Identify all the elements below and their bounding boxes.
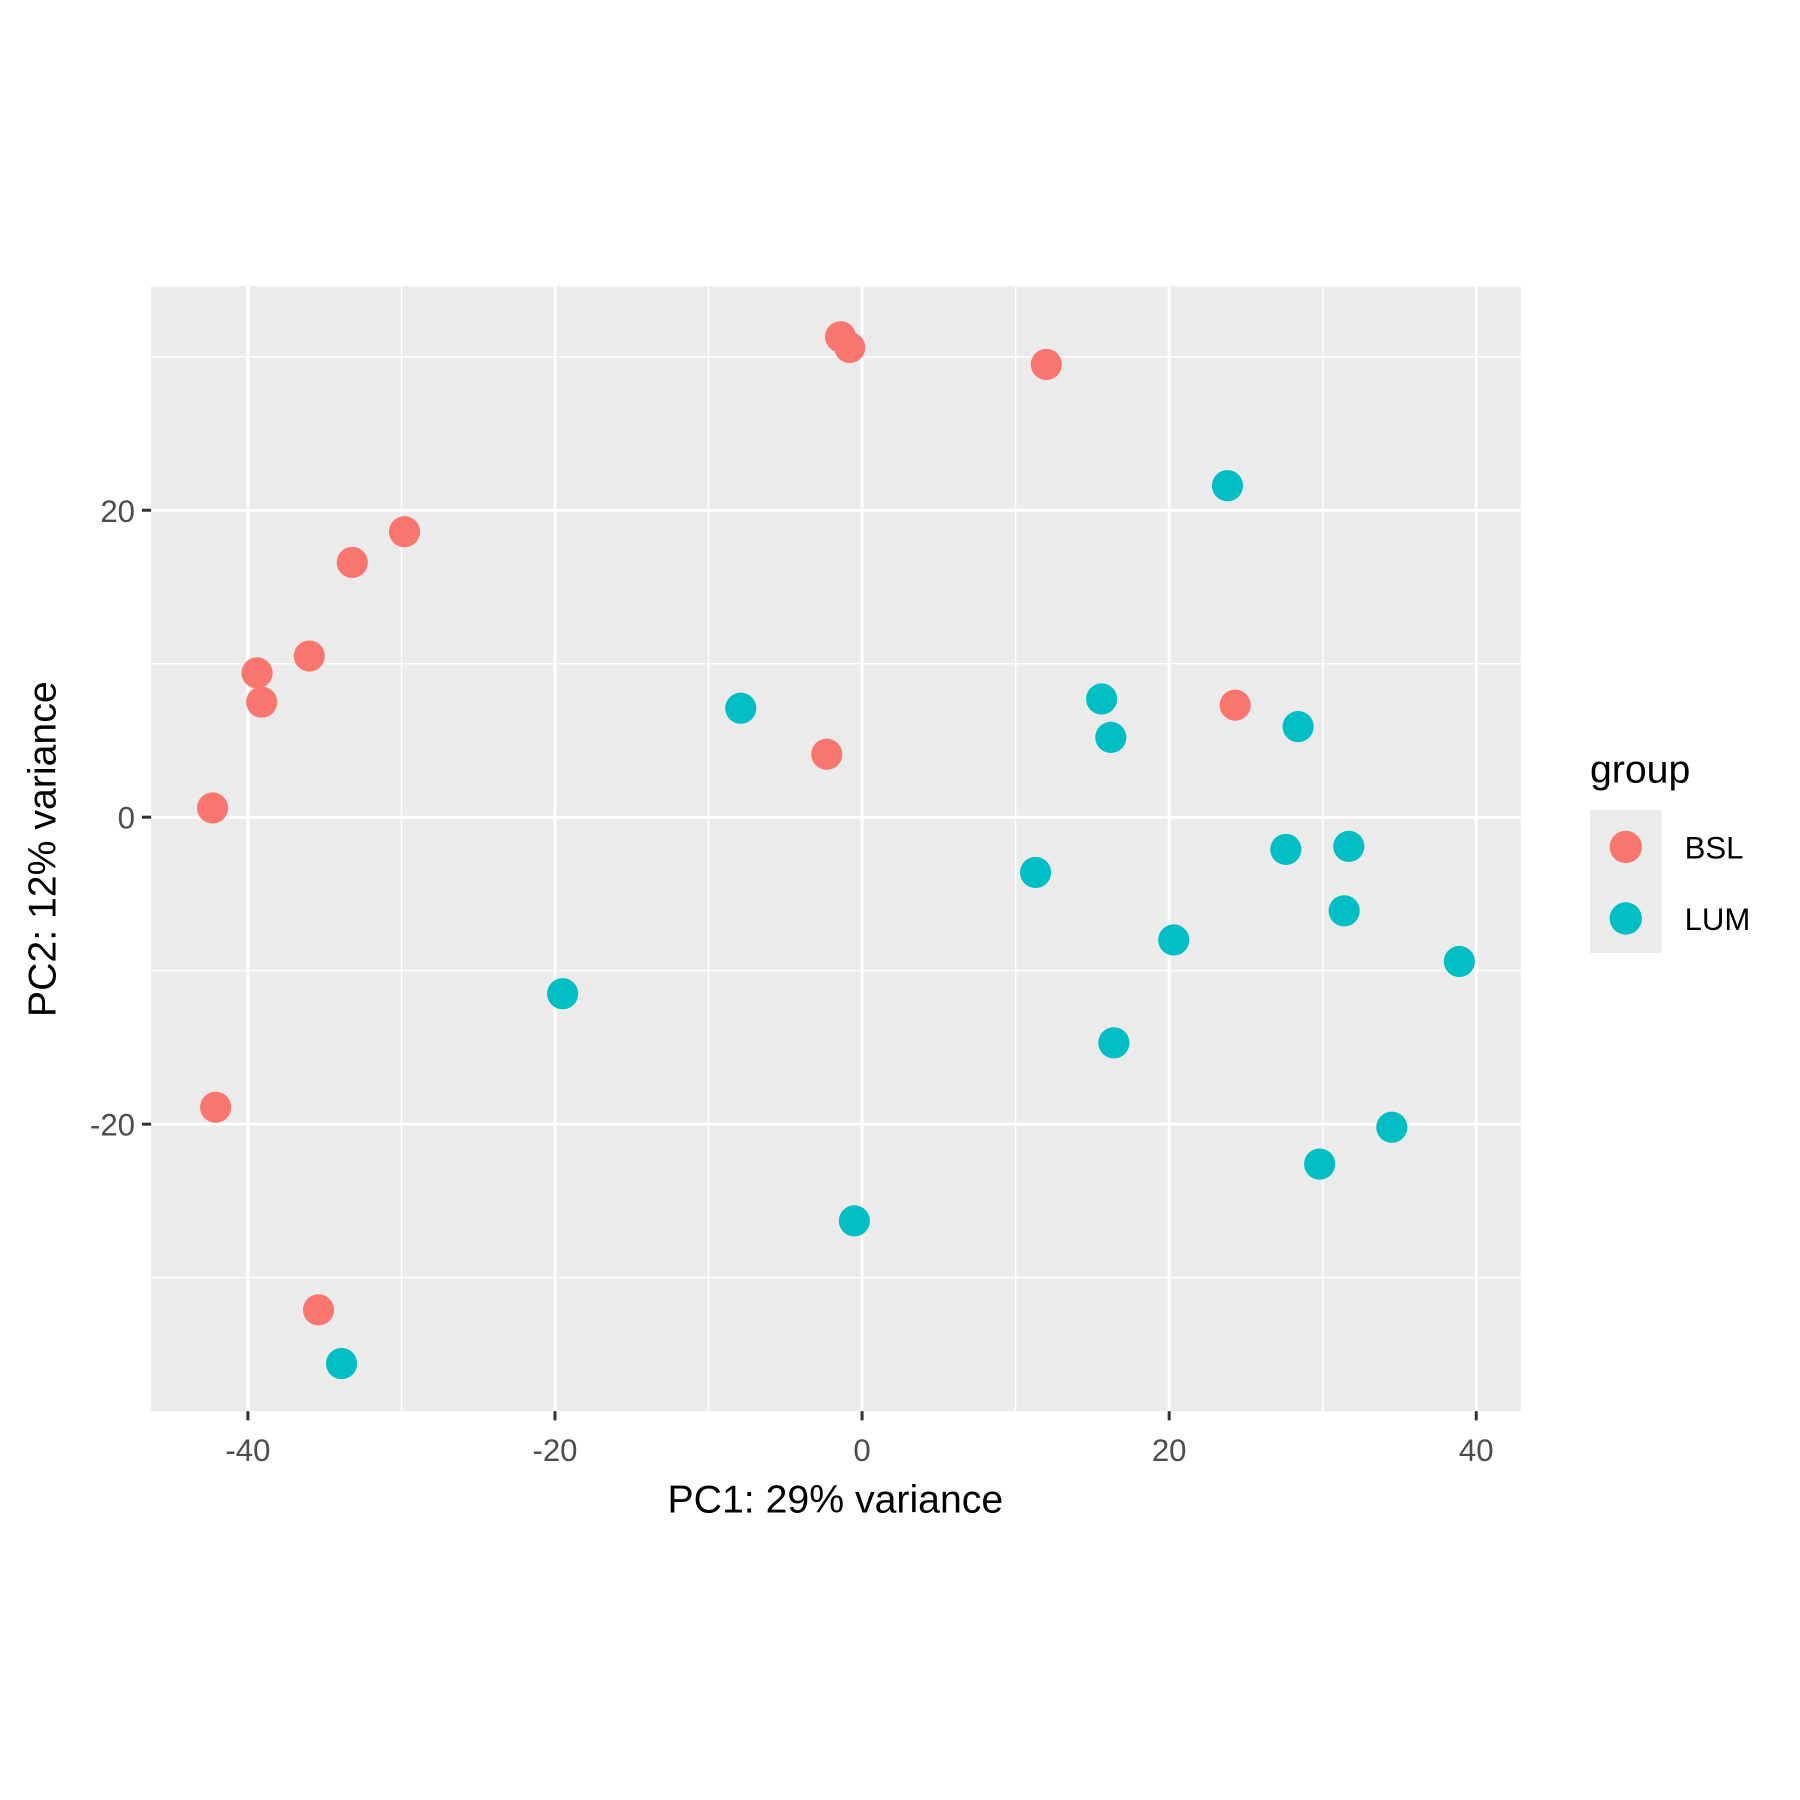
point-bsl <box>200 1091 232 1123</box>
grid-lines <box>151 286 1521 1412</box>
legend-label-bsl: BSL <box>1685 830 1744 865</box>
x-tick-label: 20 <box>1152 1433 1187 1468</box>
point-bsl <box>388 516 421 548</box>
point-bsl <box>1219 689 1251 721</box>
y-axis-label: PC2: 12% variance <box>20 681 64 1017</box>
point-bsl <box>811 738 843 770</box>
point-lum <box>838 1205 870 1237</box>
legend-marker-lum <box>1609 902 1642 935</box>
point-bsl <box>241 657 273 689</box>
point-lum <box>1086 683 1118 715</box>
axes: -40 -20 0 20 40 -20 0 20 <box>90 494 1494 1468</box>
point-bsl <box>336 546 368 578</box>
x-tick-label: -40 <box>225 1433 270 1468</box>
y-tick-label: 0 <box>118 801 135 836</box>
point-bsl <box>834 331 866 364</box>
point-lum <box>325 1347 358 1380</box>
point-lum <box>1270 833 1302 865</box>
x-tick-label: 0 <box>853 1433 870 1468</box>
legend-title: group <box>1590 747 1690 791</box>
point-lum <box>1282 711 1314 743</box>
legend-marker-bsl <box>1609 830 1642 864</box>
point-lum <box>1328 895 1360 927</box>
x-axis-label: PC1: 29% variance <box>668 1478 1004 1522</box>
y-tick-label: -20 <box>90 1108 135 1143</box>
point-lum <box>1376 1111 1408 1143</box>
point-lum <box>547 978 579 1010</box>
point-lum <box>1095 721 1127 753</box>
point-bsl <box>302 1294 335 1326</box>
point-lum <box>1333 830 1365 862</box>
point-lum <box>725 692 757 724</box>
y-tick-label: 20 <box>100 494 135 529</box>
legend: group BSL LUM <box>1590 747 1751 954</box>
point-bsl <box>196 792 229 824</box>
plot-panel <box>151 286 1521 1412</box>
point-lum <box>1211 470 1244 502</box>
x-tick-label: -20 <box>532 1433 577 1468</box>
point-lum <box>1158 924 1190 956</box>
point-bsl <box>246 686 278 718</box>
point-lum <box>1098 1027 1130 1059</box>
point-bsl <box>1030 348 1062 381</box>
data-points <box>196 321 1475 1380</box>
point-lum <box>1443 945 1475 978</box>
point-bsl <box>293 640 325 672</box>
point-lum <box>1019 856 1052 889</box>
x-tick-label: 40 <box>1459 1433 1494 1468</box>
point-lum <box>1304 1148 1336 1180</box>
legend-label-lum: LUM <box>1685 902 1751 937</box>
